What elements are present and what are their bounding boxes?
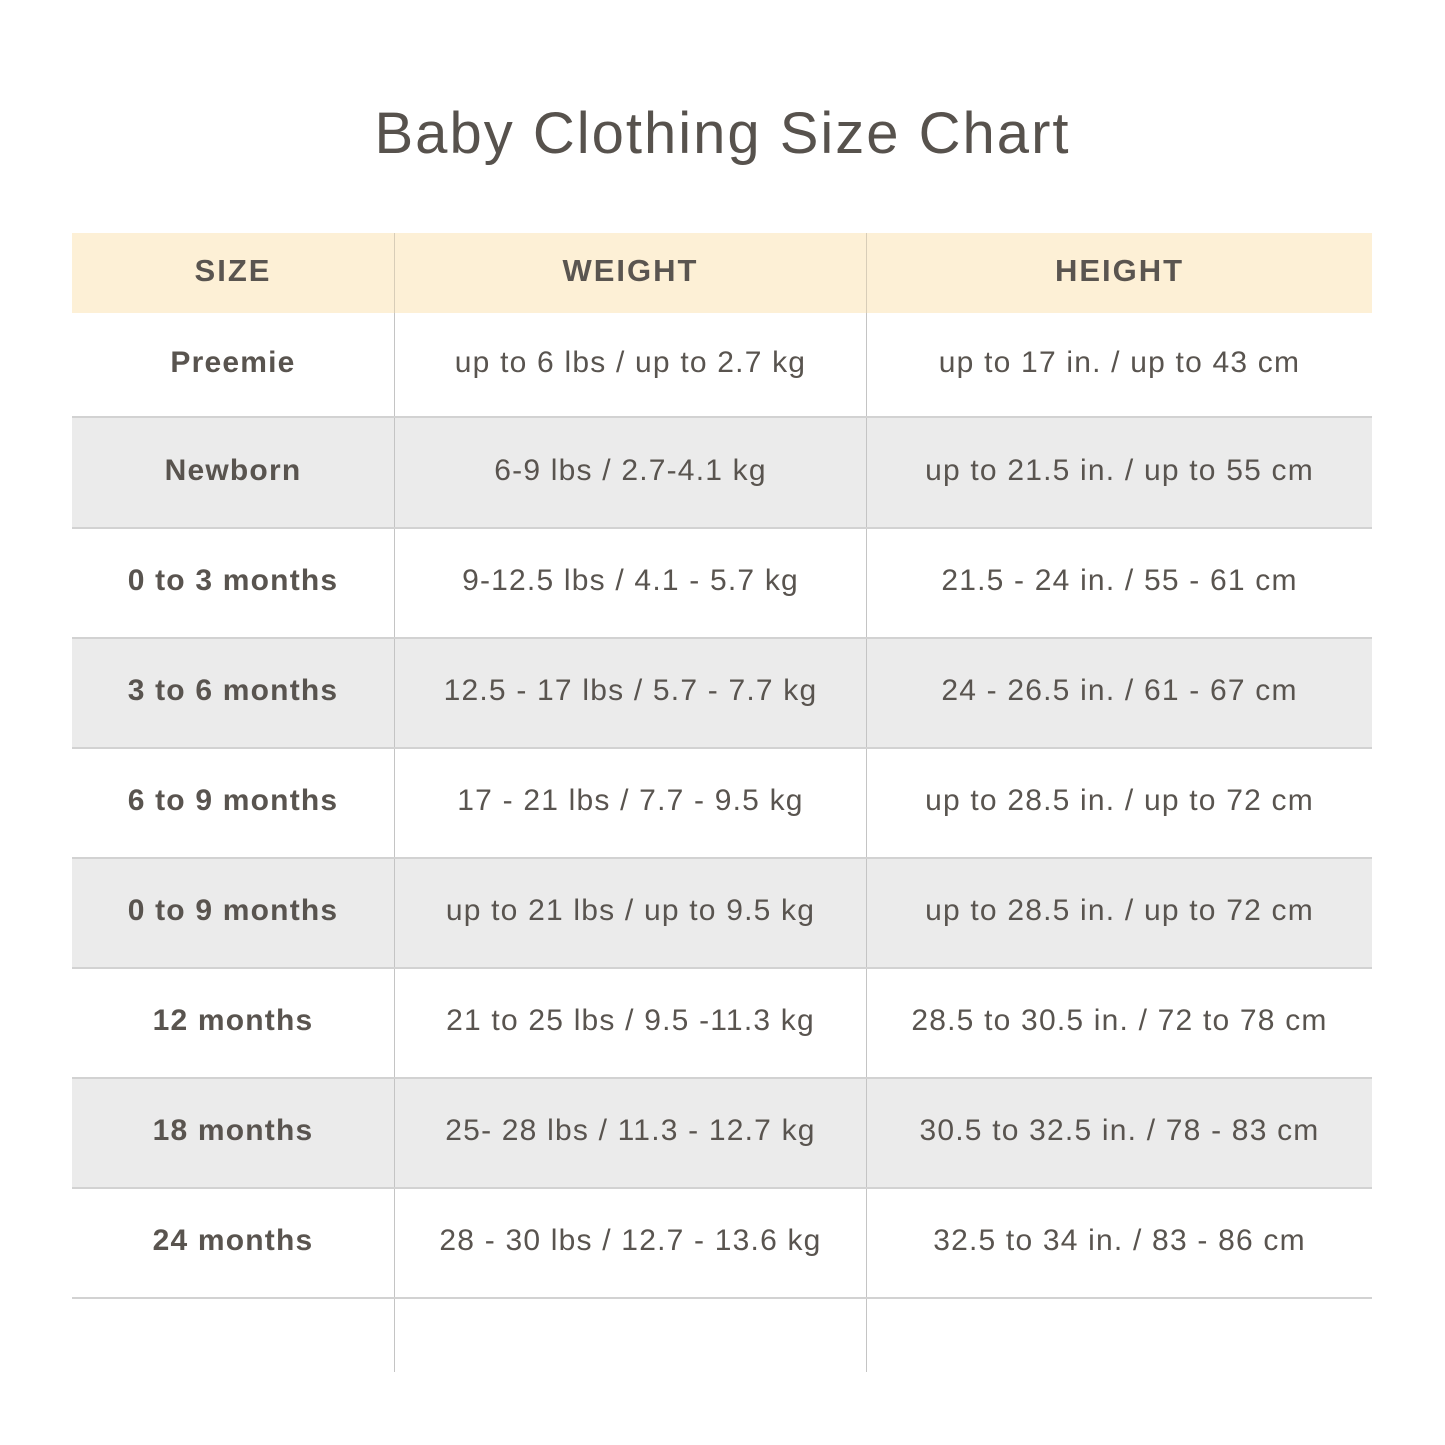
cell-size: Newborn <box>164 453 302 487</box>
cell-weight: 9-12.5 lbs / 4.1 - 5.7 kg <box>394 529 866 637</box>
cell-height: 24 - 26.5 in. / 61 - 67 cm <box>866 639 1372 747</box>
table-row: Preemie up to 6 lbs / up to 2.7 kg up to 1… <box>72 313 1372 418</box>
cell-weight: 28 - 30 lbs / 12.7 - 13.6 kg <box>394 1189 866 1297</box>
size-chart-table: SIZE WEIGHT HEIGHT Preemie up to 6 lbs / … <box>72 233 1372 1372</box>
page-title: Baby Clothing Size Chart <box>374 101 1071 166</box>
table-row: 18 months 25- 28 lbs / 11.3 - 12.7 kg 30.5… <box>72 1079 1372 1189</box>
cell-size: 24 months <box>152 1224 314 1257</box>
cell-weight: 12.5 - 17 lbs / 5.7 - 7.7 kg <box>394 639 866 747</box>
table-row: 24 months 28 - 30 lbs / 12.7 - 13.6 kg 32.… <box>72 1189 1372 1299</box>
cell-height: 32.5 to 34 in. / 83 - 86 cm <box>866 1189 1372 1297</box>
cell-height: up to 21.5 in. / up to 55 cm <box>866 418 1372 527</box>
cell-height: 21.5 - 24 in. / 55 - 61 cm <box>866 529 1372 637</box>
cell-height: 30.5 to 32.5 in. / 78 - 83 cm <box>866 1079 1372 1187</box>
cell-weight: up to 21 lbs / up to 9.5 kg <box>394 859 866 967</box>
cell-size: Preemie <box>170 345 296 379</box>
cell-height: up to 28.5 in. / up to 72 cm <box>866 749 1372 857</box>
cell-size: 6 to 9 months <box>127 784 339 817</box>
cell-size: 12 months <box>152 1004 314 1037</box>
table-row: 0 to 3 months 9-12.5 lbs / 4.1 - 5.7 kg 21… <box>72 529 1372 639</box>
table-row: Newborn 6-9 lbs / 2.7-4.1 kg up to 21.5 in… <box>72 418 1372 529</box>
cell-size: 3 to 6 months <box>127 674 339 707</box>
table-row: 3 to 6 months 12.5 - 17 lbs / 5.7 - 7.7 k… <box>72 639 1372 749</box>
cell-height: up to 17 in. / up to 43 cm <box>866 313 1372 416</box>
cell-weight: 25- 28 lbs / 11.3 - 12.7 kg <box>394 1079 866 1187</box>
column-header-size: SIZE <box>194 253 272 288</box>
table-header: SIZE WEIGHT HEIGHT <box>72 233 1372 313</box>
cell-weight: 21 to 25 lbs / 9.5 -11.3 kg <box>394 969 866 1077</box>
cell-height: up to 28.5 in. / up to 72 cm <box>866 859 1372 967</box>
table-row: 12 months 21 to 25 lbs / 9.5 -11.3 kg 28.5… <box>72 969 1372 1079</box>
cell-height: 28.5 to 30.5 in. / 72 to 78 cm <box>866 969 1372 1077</box>
cell-size: 0 to 3 months <box>127 564 339 597</box>
column-header-weight: WEIGHT <box>394 233 866 313</box>
table-body: Preemie up to 6 lbs / up to 2.7 kg up to 1… <box>72 313 1372 1299</box>
table-row: 0 to 9 months up to 21 lbs / up to 9.5 kg… <box>72 859 1372 969</box>
cell-weight: up to 6 lbs / up to 2.7 kg <box>394 313 866 416</box>
column-header-height: HEIGHT <box>866 233 1372 313</box>
cell-size: 18 months <box>152 1114 314 1147</box>
table-empty-tail <box>72 1299 1372 1372</box>
table-row: 6 to 9 months 17 - 21 lbs / 7.7 - 9.5 kg u… <box>72 749 1372 859</box>
cell-weight: 6-9 lbs / 2.7-4.1 kg <box>394 418 866 527</box>
cell-weight: 17 - 21 lbs / 7.7 - 9.5 kg <box>394 749 866 857</box>
cell-size: 0 to 9 months <box>127 894 339 927</box>
